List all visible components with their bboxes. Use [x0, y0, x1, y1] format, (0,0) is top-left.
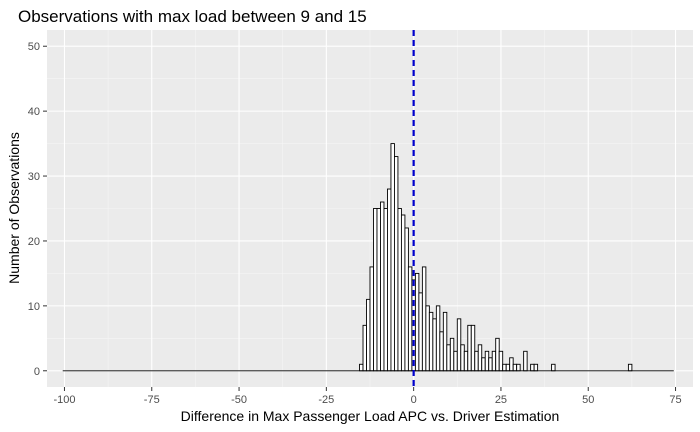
histogram-bar — [456, 318, 462, 372]
histogram-bar — [435, 305, 441, 372]
histogram-bar — [425, 305, 430, 372]
histogram-bar — [418, 292, 423, 372]
y-tick-label: 40 — [28, 106, 40, 118]
histogram-bar — [460, 344, 465, 372]
x-tick-label: -75 — [144, 394, 160, 406]
histogram-bar — [383, 208, 388, 372]
histogram-bars — [62, 143, 674, 372]
histogram-bar — [390, 143, 395, 372]
x-tick-label: 25 — [495, 394, 507, 406]
histogram-bar — [523, 350, 528, 372]
y-axis-ticks: 0 10 20 30 40 50 — [28, 41, 47, 378]
histogram-bar — [512, 363, 518, 372]
x-axis-label: Difference in Max Passenger Load APC vs.… — [181, 408, 560, 424]
histogram-bar — [380, 201, 385, 372]
y-tick-label: 20 — [28, 236, 40, 248]
x-tick-label: 0 — [411, 394, 417, 406]
histogram-bar — [453, 350, 458, 372]
histogram-bar — [474, 350, 479, 372]
histogram-bar — [533, 363, 539, 372]
histogram-bar — [495, 337, 500, 372]
histogram-bar — [369, 266, 374, 372]
histogram-bar — [442, 311, 448, 372]
histogram-bar — [376, 208, 381, 372]
histogram-bar — [439, 331, 444, 372]
y-tick-label: 30 — [28, 171, 40, 183]
histogram-bar — [387, 188, 392, 372]
histogram-bar — [484, 350, 490, 372]
histogram-bar — [404, 227, 409, 372]
histogram-bar — [477, 344, 483, 372]
histogram-bar — [530, 363, 535, 372]
x-tick-label: -25 — [318, 394, 334, 406]
chart-title: Observations with max load between 9 and… — [18, 7, 367, 26]
histogram-bar — [432, 318, 437, 372]
x-tick-label: 75 — [669, 394, 681, 406]
histogram-bar — [467, 324, 472, 372]
histogram-bar — [491, 350, 497, 372]
histogram-bar — [421, 266, 427, 372]
histogram-bar — [481, 357, 486, 372]
histogram-bar — [505, 363, 511, 372]
histogram-bar — [428, 311, 434, 372]
histogram-bar — [397, 208, 402, 372]
y-tick-label: 0 — [34, 366, 40, 378]
histogram-bar — [551, 363, 556, 372]
histogram-bar — [414, 272, 420, 372]
histogram-bar — [470, 324, 476, 372]
histogram-bar — [516, 363, 521, 372]
histogram-bar — [400, 214, 406, 372]
histogram-bar — [502, 363, 507, 372]
histogram-bar — [407, 266, 413, 372]
y-tick-label: 10 — [28, 301, 40, 313]
histogram-bar — [488, 357, 493, 372]
y-axis-label: Number of Observations — [6, 132, 22, 284]
histogram-bar — [449, 337, 455, 372]
x-tick-label: -50 — [231, 394, 247, 406]
y-tick-label: 50 — [28, 41, 40, 53]
x-tick-label: -100 — [53, 394, 75, 406]
histogram-bar — [362, 324, 367, 372]
x-axis-ticks: -100 -75 -50 -25 0 25 50 75 — [53, 387, 682, 406]
histogram-bar — [373, 208, 378, 372]
histogram-bar — [498, 350, 504, 372]
histogram-bar — [393, 156, 399, 372]
x-tick-label: 50 — [582, 394, 594, 406]
histogram-bar — [463, 350, 469, 372]
histogram-bar — [359, 363, 364, 372]
histogram-bar — [509, 357, 514, 372]
histogram-bar — [627, 363, 633, 372]
histogram-bar — [366, 298, 371, 372]
histogram-bar — [446, 344, 451, 372]
